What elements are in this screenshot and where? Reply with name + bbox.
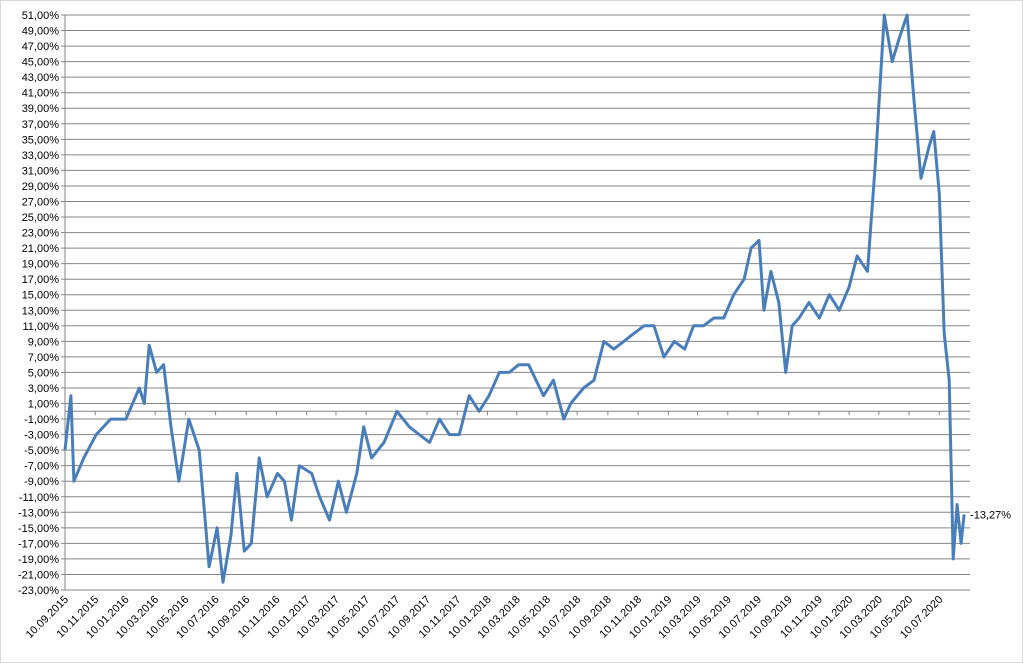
y-tick-label: -21,00%	[18, 569, 59, 581]
y-tick-label: -11,00%	[19, 492, 59, 504]
y-tick-label: 45,00%	[22, 57, 60, 69]
y-tick-label: 41,00%	[22, 88, 60, 100]
y-tick-label: -5,00%	[24, 445, 59, 457]
y-tick-label: -23,00%	[18, 585, 59, 597]
y-tick-label: 49,00%	[22, 26, 60, 38]
y-tick-label: 9,00%	[28, 336, 59, 348]
y-tick-label: 25,00%	[22, 212, 60, 224]
y-tick-label: -9,00%	[24, 476, 59, 488]
y-tick-label: -15,00%	[18, 523, 59, 535]
y-tick-label: 13,00%	[22, 305, 60, 317]
y-tick-label: -19,00%	[18, 554, 59, 566]
y-tick-label: 1,00%	[28, 399, 59, 411]
y-tick-label: 3,00%	[28, 383, 59, 395]
y-tick-label: -13,00%	[18, 507, 59, 519]
y-tick-label: 37,00%	[22, 119, 60, 131]
y-tick-label: 23,00%	[22, 228, 60, 240]
y-tick-label: 29,00%	[22, 181, 60, 193]
y-tick-label: 27,00%	[22, 196, 60, 208]
data-label: -13,27%	[970, 509, 1011, 521]
y-tick-label: 19,00%	[22, 259, 60, 271]
y-tick-label: 47,00%	[22, 41, 60, 53]
y-tick-label: 17,00%	[22, 274, 60, 286]
y-tick-label: 51,00%	[22, 10, 60, 22]
y-tick-label: 5,00%	[28, 367, 59, 379]
y-tick-label: 33,00%	[22, 150, 60, 162]
y-tick-label: 39,00%	[22, 103, 60, 115]
y-tick-label: -3,00%	[24, 430, 59, 442]
y-tick-label: 43,00%	[22, 72, 60, 84]
y-tick-label: 7,00%	[28, 352, 59, 364]
y-tick-label: 21,00%	[22, 243, 60, 255]
data-line	[63, 13, 966, 584]
y-tick-label: -1,00%	[24, 414, 59, 426]
y-tick-label: 31,00%	[22, 165, 60, 177]
y-tick-label: 35,00%	[22, 134, 60, 146]
y-tick-label: -17,00%	[18, 538, 59, 550]
y-tick-label: -7,00%	[24, 461, 59, 473]
y-tick-label: 15,00%	[22, 290, 60, 302]
y-tick-label: 11,00%	[23, 321, 60, 333]
